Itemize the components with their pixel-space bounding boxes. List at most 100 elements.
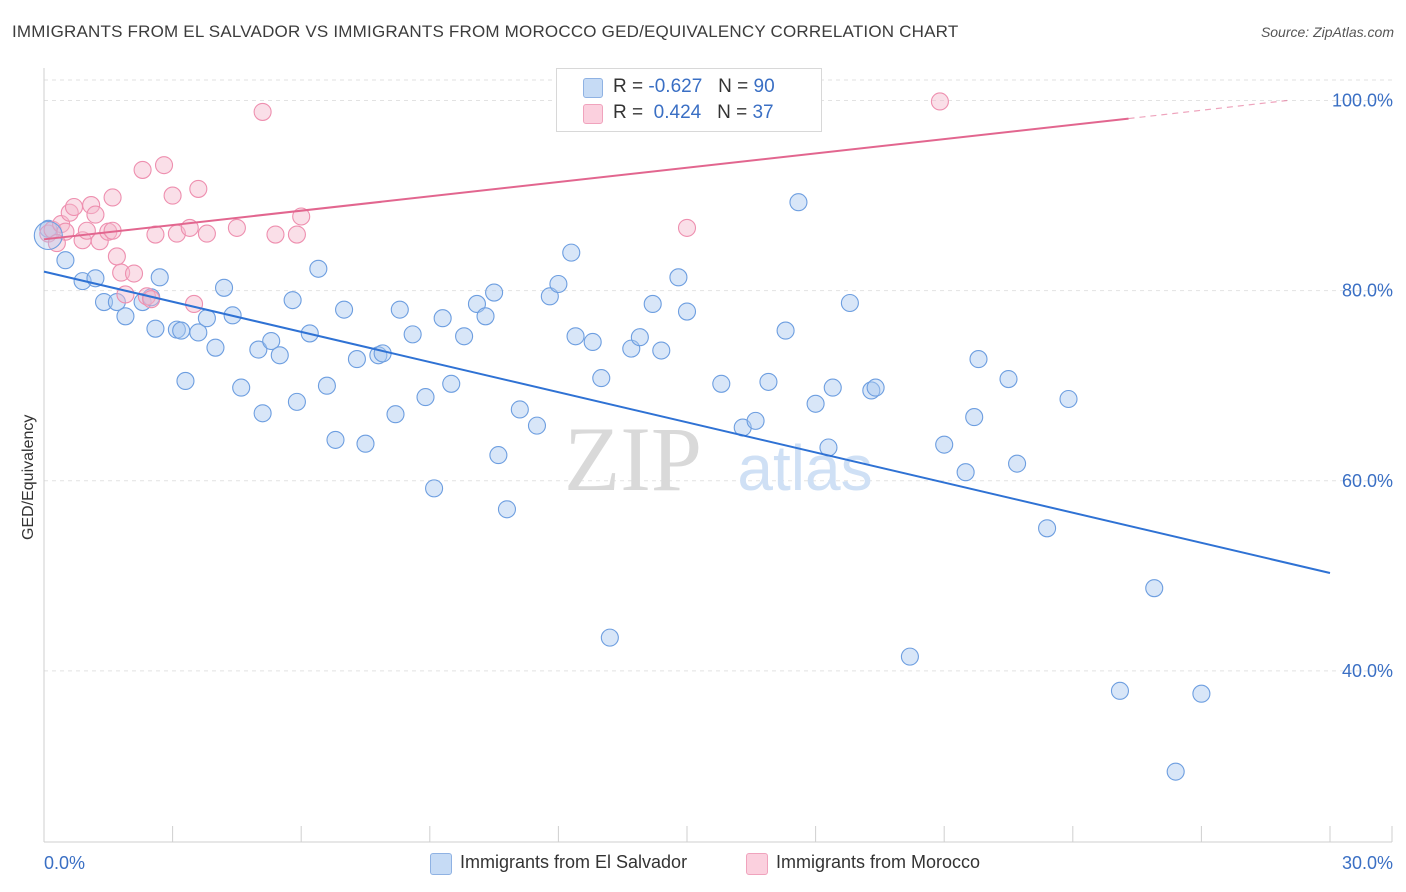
- el-salvador-point: [1059, 389, 1078, 409]
- el-salvador-point: [442, 374, 461, 393]
- morocco-point: [86, 205, 105, 224]
- el-salvador-point: [489, 446, 508, 465]
- el-salvador-point: [485, 283, 504, 302]
- x-tick-label: 30.0%: [1342, 853, 1393, 873]
- el-salvador-point: [935, 435, 954, 454]
- el-salvador-point: [510, 400, 529, 419]
- el-salvador-point: [669, 268, 688, 287]
- el-salvador-point: [1145, 579, 1164, 598]
- morocco-point: [142, 290, 161, 309]
- el-salvador-point: [712, 374, 731, 393]
- el-salvador-point: [866, 378, 885, 397]
- morocco-point: [163, 186, 182, 205]
- source-label: Source: ZipAtlas.com: [1260, 24, 1394, 40]
- el-salvador-point: [270, 346, 289, 365]
- el-salvador-point: [566, 327, 585, 346]
- bottom-legend-swatch-el-salvador: [430, 853, 452, 875]
- el-salvador-point: [146, 319, 165, 338]
- morocco-point: [82, 196, 101, 215]
- morocco-point: [133, 160, 152, 179]
- legend-n-value: 37: [752, 102, 774, 123]
- axis-layer: [43, 68, 1393, 843]
- el-salvador-point: [1038, 519, 1057, 538]
- el-salvador-point: [189, 323, 208, 342]
- el-salvador-point: [172, 321, 191, 340]
- el-salvador-point: [969, 350, 988, 369]
- tick-label-layer: 100.0% 80.0% 60.0% 40.0% 0.0% 30.0%: [44, 91, 1393, 873]
- morocco-point: [292, 207, 311, 226]
- morocco-trendline-extension: [1128, 99, 1288, 120]
- legend-r-value: -0.627: [648, 76, 703, 97]
- el-salvador-point: [592, 369, 611, 388]
- el-salvador-point: [425, 479, 444, 498]
- morocco-point: [253, 102, 272, 121]
- el-salvador-point: [759, 372, 778, 391]
- el-salvador-point: [335, 300, 354, 319]
- el-salvador-point: [583, 332, 602, 352]
- el-salvador-point: [806, 394, 825, 413]
- el-salvador-point: [249, 340, 268, 359]
- y-axis-label: GED/Equivalency: [20, 414, 37, 540]
- bottom-legend-label-morocco: Immigrants from Morocco: [776, 852, 981, 872]
- el-salvador-point: [467, 294, 487, 314]
- el-salvador-point: [94, 292, 114, 312]
- el-salvador-point: [206, 338, 225, 357]
- x-tick-label: 0.0%: [44, 853, 85, 873]
- el-salvador-point: [527, 416, 547, 435]
- el-salvador-point: [600, 628, 619, 647]
- el-salvador-point: [150, 268, 169, 287]
- legend-r-label: R =: [613, 102, 644, 123]
- el-salvador-point: [823, 378, 842, 397]
- el-salvador-point: [900, 647, 919, 666]
- el-salvador-point: [677, 302, 697, 321]
- trend-layer: [43, 99, 1331, 574]
- legend-n-label: N =: [717, 102, 748, 123]
- el-salvador-point: [386, 405, 405, 424]
- el-salvador-point: [956, 463, 975, 482]
- el-salvador-point: [326, 430, 345, 449]
- morocco-point: [103, 188, 122, 207]
- legend-r-value: 0.424: [653, 102, 702, 123]
- el-salvador-point: [1008, 454, 1027, 473]
- el-salvador-point: [776, 321, 795, 340]
- y-tick-label: 100.0%: [1332, 91, 1393, 111]
- el-salvador-point: [416, 388, 435, 407]
- morocco-point: [677, 218, 697, 237]
- bottom-legend-label-el-salvador: Immigrants from El Salvador: [460, 852, 688, 872]
- morocco-point: [107, 247, 126, 266]
- chart-title: IMMIGRANTS FROM EL SALVADOR VS IMMIGRANT…: [12, 22, 959, 41]
- morocco-point: [64, 197, 84, 217]
- el-salvador-point: [403, 325, 422, 344]
- el-salvador-point: [652, 341, 671, 360]
- watermark-atlas: atlas: [737, 432, 872, 504]
- el-salvador-point: [840, 293, 859, 313]
- el-salvador-point: [433, 309, 452, 328]
- el-salvador-point: [253, 404, 272, 423]
- el-salvador-point: [497, 500, 517, 519]
- morocco-point: [124, 264, 144, 283]
- el-salvador-point: [476, 307, 495, 326]
- el-salvador-point: [287, 392, 306, 411]
- el-salvador-point: [999, 369, 1018, 389]
- el-salvador-point: [1110, 681, 1130, 700]
- morocco-point: [154, 156, 174, 175]
- el-salvador-point: [562, 243, 581, 262]
- el-salvador-point: [549, 274, 568, 294]
- el-salvador-point: [643, 294, 662, 314]
- morocco-point: [197, 224, 216, 243]
- el-salvador-point: [176, 371, 195, 391]
- el-salvador-point: [630, 328, 649, 347]
- el-salvador-trendline: [43, 270, 1331, 574]
- y-tick-label: 40.0%: [1342, 661, 1393, 681]
- el-salvador-point: [232, 378, 251, 397]
- el-salvador-point: [965, 408, 984, 427]
- el-salvador-point: [33, 220, 63, 251]
- legend-swatch-el-salvador: [583, 78, 603, 98]
- el-salvador-point: [789, 193, 808, 212]
- el-salvador-point: [1166, 762, 1185, 781]
- el-salvador-point: [116, 307, 135, 326]
- el-salvador-point: [390, 300, 409, 319]
- watermark-zip: ZIP: [564, 408, 702, 510]
- el-salvador-point: [1192, 684, 1211, 703]
